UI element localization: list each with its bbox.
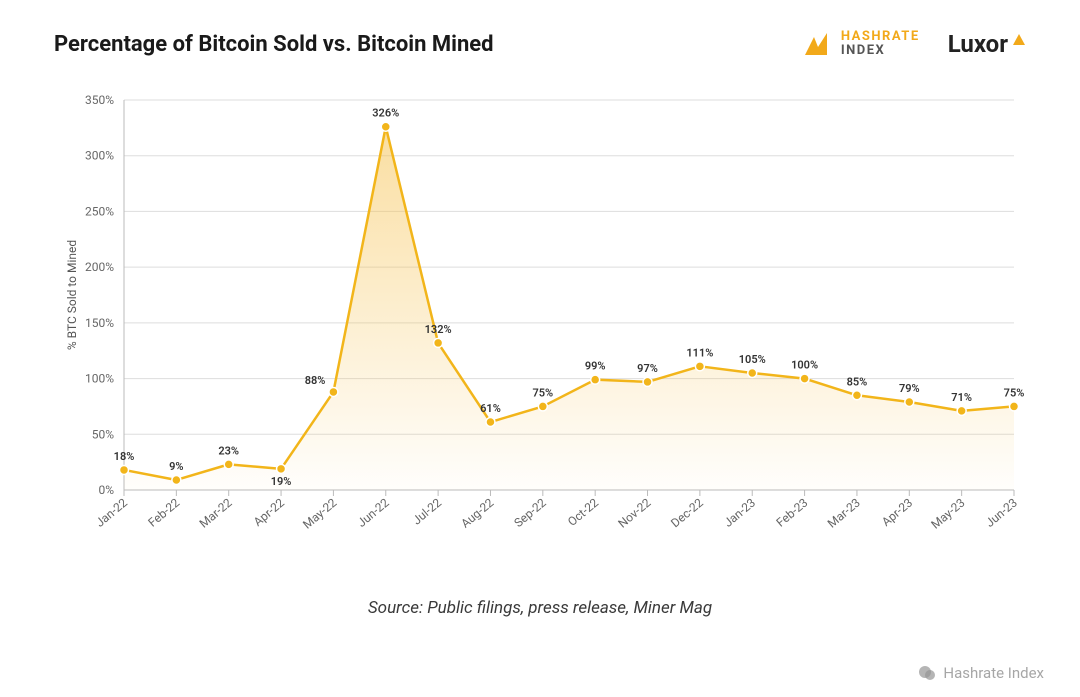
data-label: 79% [899, 382, 920, 395]
data-marker [591, 375, 600, 384]
y-tick-label: 50% [92, 427, 114, 441]
y-tick-label: 0% [98, 483, 114, 497]
data-label: 9% [169, 460, 183, 473]
wechat-icon [917, 663, 937, 683]
watermark-text: Hashrate Index [943, 664, 1044, 682]
data-marker [172, 475, 181, 484]
chart-header: Percentage of Bitcoin Sold vs. Bitcoin M… [54, 20, 1026, 68]
hashrate-index-logo: HASHRATE INDEX [801, 29, 920, 59]
data-marker [1010, 402, 1019, 411]
data-marker [905, 397, 914, 406]
chart-source: Source: Public filings, press release, M… [0, 598, 1080, 618]
watermark: Hashrate Index [917, 663, 1044, 683]
x-tick-label: Jan-23 [721, 496, 758, 530]
data-label: 326% [372, 107, 399, 120]
line-chart: 0% 50% 100% 150% 200% 250% 300% 350% Jan-22 Feb-2… [54, 90, 1026, 570]
data-label: 105% [739, 353, 766, 366]
data-marker [329, 387, 338, 396]
x-tick-label: Feb-22 [145, 495, 182, 529]
data-marker [748, 369, 757, 378]
data-marker [434, 338, 443, 347]
data-marker [486, 418, 495, 427]
data-marker [957, 406, 966, 415]
area-fill [124, 127, 1014, 490]
y-tick-label: 150% [85, 316, 114, 330]
data-marker [277, 464, 286, 473]
data-marker [695, 362, 704, 371]
y-tick-label: 300% [85, 149, 114, 163]
y-axis-title: % BTC Sold to Mined [65, 240, 79, 350]
x-tick-label: Jul-22 [410, 495, 444, 527]
x-tick-label: Apr-22 [251, 495, 287, 529]
branding: HASHRATE INDEX Luxor [801, 29, 1026, 59]
data-marker [381, 122, 390, 131]
data-marker [538, 402, 547, 411]
luxor-logo: Luxor [948, 30, 1026, 58]
data-label: 19% [271, 475, 292, 488]
data-label: 75% [1004, 386, 1025, 399]
data-marker [852, 391, 861, 400]
x-tick-label: Sep-22 [511, 495, 549, 530]
data-label: 18% [114, 450, 135, 463]
x-tick-label: Oct-22 [565, 495, 601, 529]
y-tick-label: 250% [85, 204, 114, 218]
data-marker [224, 460, 233, 469]
data-label: 99% [585, 360, 606, 373]
x-tick-label: Jun-23 [983, 496, 1020, 530]
y-tick-label: 200% [85, 260, 114, 274]
x-tick-label: Feb-23 [774, 496, 811, 530]
y-tick-label: 100% [85, 372, 114, 386]
data-label: 111% [686, 346, 713, 359]
data-label: 100% [791, 359, 818, 372]
data-label: 71% [951, 391, 972, 404]
x-tick-label: May-22 [300, 495, 339, 531]
x-tick-label: Jan-22 [93, 495, 130, 529]
data-label: 132% [425, 323, 452, 336]
data-marker [643, 377, 652, 386]
data-label: 75% [532, 386, 553, 399]
luxor-text: Luxor [948, 30, 1008, 58]
x-tick-label: Aug-22 [458, 495, 496, 530]
chart-title: Percentage of Bitcoin Sold vs. Bitcoin M… [54, 32, 494, 57]
x-tick-label: Apr-23 [879, 496, 915, 530]
x-tick-label: Nov-22 [615, 495, 653, 530]
hashrate-text-bot: INDEX [841, 44, 920, 58]
data-label: 88% [305, 374, 326, 387]
chart-area: 0% 50% 100% 150% 200% 250% 300% 350% Jan-22 Feb-2… [54, 90, 1026, 570]
data-label: 85% [847, 375, 868, 388]
hashrate-index-icon [801, 29, 831, 59]
data-label: 61% [480, 402, 501, 415]
x-tick-label: Jun-22 [355, 495, 392, 529]
y-tick-label: 350% [85, 93, 114, 107]
data-label: 97% [637, 362, 658, 375]
x-tick-label: Mar-22 [197, 495, 235, 530]
data-marker [800, 374, 809, 383]
x-tick-label: Dec-22 [668, 495, 706, 530]
x-tick-label: May-23 [928, 496, 967, 532]
luxor-icon [1012, 32, 1026, 46]
data-label: 23% [218, 444, 239, 457]
hashrate-index-text: HASHRATE INDEX [841, 30, 920, 57]
x-tick-label: Mar-23 [825, 496, 863, 531]
hashrate-text-top: HASHRATE [841, 30, 920, 44]
data-marker [120, 465, 129, 474]
